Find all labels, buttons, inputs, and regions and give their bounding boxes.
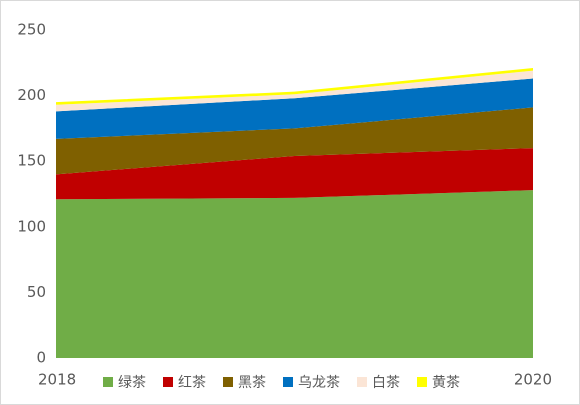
legend-label: 黄茶	[432, 374, 460, 391]
y-tick-label: 0	[36, 349, 46, 367]
y-tick-label: 150	[17, 152, 46, 170]
legend-swatch	[357, 377, 367, 387]
area	[56, 107, 533, 175]
area	[56, 190, 533, 358]
y-tick-label: 250	[17, 21, 46, 39]
y-tick-label: 50	[27, 283, 46, 301]
legend-label: 绿茶	[118, 375, 146, 391]
legend-swatch	[417, 377, 427, 387]
area	[56, 148, 533, 200]
legend-swatch	[283, 377, 293, 387]
legend-label: 乌龙茶	[298, 375, 340, 391]
legend-swatch	[223, 377, 233, 387]
x-tick-label: 2018	[38, 371, 76, 389]
legend-swatch	[163, 377, 173, 387]
y-tick-label: 200	[17, 86, 46, 104]
legend-label: 白茶	[372, 375, 400, 391]
legend-label: 黑茶	[238, 375, 266, 391]
legend-label: 红茶	[178, 375, 206, 391]
x-tick-label: 2020	[514, 371, 552, 389]
area	[56, 68, 533, 105]
area	[56, 78, 533, 139]
area	[56, 70, 533, 112]
y-tick-label: 100	[17, 217, 46, 235]
legend-swatch	[103, 377, 113, 387]
